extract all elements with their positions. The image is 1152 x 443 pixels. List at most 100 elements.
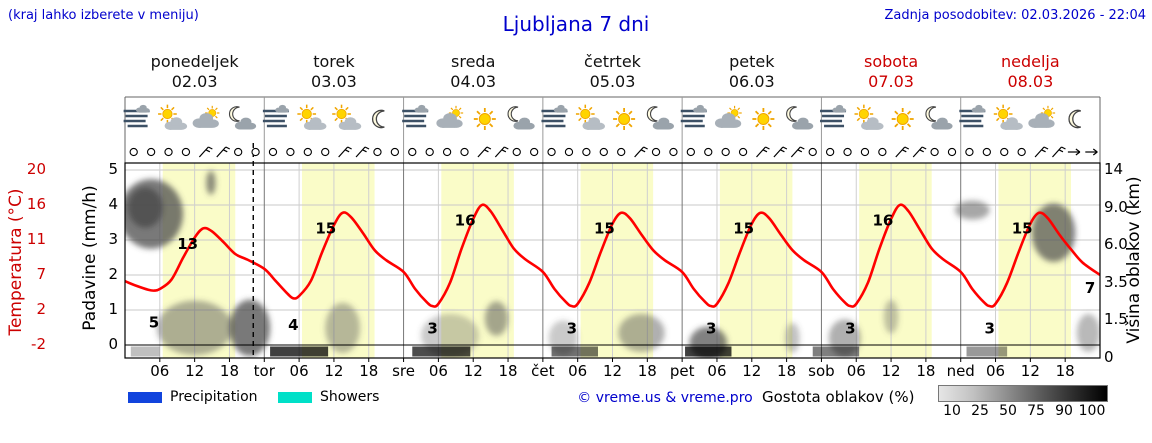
wind-barb-icon: [1034, 146, 1049, 158]
cloud-density-label: Gostota oblakov (%): [762, 388, 915, 406]
cloud-height-tick: 0: [1104, 348, 1114, 366]
weather-icon-cloud-sun: [1028, 105, 1056, 128]
wind-arrow-icon: [1067, 148, 1081, 156]
wind-calm-icon: [965, 147, 974, 157]
wind-calm-icon: [825, 147, 835, 157]
x-axis-tick: sre: [392, 362, 415, 380]
wind-barb-icon: [756, 146, 770, 158]
precip-tick: 0: [108, 335, 118, 353]
gridlines: [125, 163, 1100, 358]
precip-tick: 5: [108, 160, 118, 178]
weather-icon-fog: [262, 104, 290, 128]
temp-tick: -2: [31, 335, 46, 353]
temperature-label: 5: [149, 313, 159, 331]
wind-calm-icon: [599, 147, 608, 157]
weather-icon-fog: [680, 104, 707, 128]
cloud-height-tick: 6.0: [1104, 235, 1128, 254]
weather-icon-moon-cloud: [229, 106, 257, 130]
x-axis-tick: 18: [359, 362, 379, 380]
wind-calm-icon: [373, 147, 382, 157]
precip-axis-title: Padavine (mm/h): [80, 185, 100, 331]
cloud-density-tick: 50: [999, 403, 1017, 419]
wind-barb-icon: [912, 146, 927, 158]
weather-icons-row: [123, 104, 1082, 130]
x-axis-tick: 12: [185, 362, 205, 380]
wind-calm-icon: [164, 147, 173, 157]
wind-barb-icon: [355, 146, 370, 158]
precip-tick: 2: [108, 265, 118, 283]
cloud-blobs: [125, 170, 1100, 358]
wind-calm-icon: [669, 147, 678, 157]
temperature-label: 16: [455, 212, 476, 230]
x-axis-tick: 06: [150, 362, 170, 380]
x-axis-tick: 18: [498, 362, 518, 380]
cloud-density-tick: 100: [1078, 403, 1106, 419]
temperature-label: 3: [427, 320, 437, 338]
wind-barbs-row: [129, 146, 1098, 158]
temperature-label: 3: [706, 320, 716, 338]
wind-calm-icon: [860, 147, 870, 157]
wind-calm-icon: [1017, 147, 1026, 157]
wind-barb-icon: [477, 146, 492, 158]
wind-calm-icon: [303, 147, 312, 157]
weather-icon-fog: [541, 104, 568, 128]
cloud-height-tick: 14: [1104, 160, 1124, 178]
wind-barb-icon: [790, 146, 805, 158]
x-axis-tick: 18: [916, 362, 936, 380]
x-axis-tick: 18: [1055, 362, 1075, 380]
wind-calm-icon: [617, 147, 626, 157]
weather-icon-moon-cloud: [646, 106, 674, 130]
wind-calm-icon: [251, 147, 260, 157]
weather-icon-sun-cloud: [297, 104, 327, 130]
x-axis-tick: ned: [946, 362, 975, 380]
weather-icon-sun: [752, 108, 775, 130]
wind-calm-icon: [286, 147, 295, 157]
icon-band-frame: [124, 96, 1101, 163]
wind-calm-icon: [930, 147, 939, 157]
x-axis-tick: čet: [531, 362, 555, 380]
wind-barb-icon: [1052, 146, 1066, 158]
temperature-label: 15: [315, 219, 336, 237]
wind-barb-icon: [895, 146, 910, 158]
temperature-labels: 13 15 16 15 15 16 15 5 4 3 3 3 3 3 7: [149, 212, 1096, 338]
temperature-label: 7: [1085, 279, 1095, 297]
precip-tick: 4: [108, 195, 118, 213]
weather-icon-sun-cloud: [332, 104, 362, 130]
wind-barb-icon: [216, 146, 231, 158]
wind-barb-icon: [338, 146, 352, 158]
day-header-sobota: sobota 07.03: [863, 52, 919, 91]
weather-icon-moon: [1068, 109, 1082, 129]
wind-calm-icon: [181, 147, 191, 157]
temperature-label: 3: [567, 320, 577, 338]
cloud-height-tick: 9.0: [1104, 197, 1128, 216]
cloud-density-tick: 10: [943, 403, 961, 419]
temperature-label: 13: [177, 235, 198, 253]
precip-tick: 1: [108, 300, 118, 318]
x-axis-tick: pet: [669, 362, 695, 380]
wind-calm-icon: [460, 147, 469, 157]
x-axis-tick: 06: [568, 362, 588, 380]
weather-icon-sun: [473, 108, 496, 130]
x-axis-tick: 18: [219, 362, 239, 380]
wind-calm-icon: [738, 147, 748, 157]
precip-tick: 3: [108, 230, 118, 248]
weather-icon-cloud-sun: [714, 105, 742, 128]
temperature-label: 3: [845, 320, 855, 338]
x-axis-tick: 12: [881, 362, 901, 380]
weather-icon-moon: [371, 109, 385, 129]
temp-tick: 20: [26, 160, 46, 178]
wind-barb-icon: [634, 146, 648, 158]
x-axis-tick: 06: [707, 362, 727, 380]
x-axis-tick: 12: [463, 362, 483, 380]
temperature-curve: [125, 203, 1100, 308]
wind-calm-icon: [129, 147, 138, 157]
wind-calm-icon: [582, 147, 591, 157]
weather-icon-sun-cloud: [158, 104, 188, 130]
showers-swatch: [278, 392, 312, 403]
weather-icon-cloud-sun: [192, 105, 220, 128]
day-header-torek: torek 03.03: [311, 52, 357, 91]
weather-icon-fog: [820, 104, 847, 128]
credit-link[interactable]: © vreme.us & vreme.pro: [577, 390, 753, 406]
